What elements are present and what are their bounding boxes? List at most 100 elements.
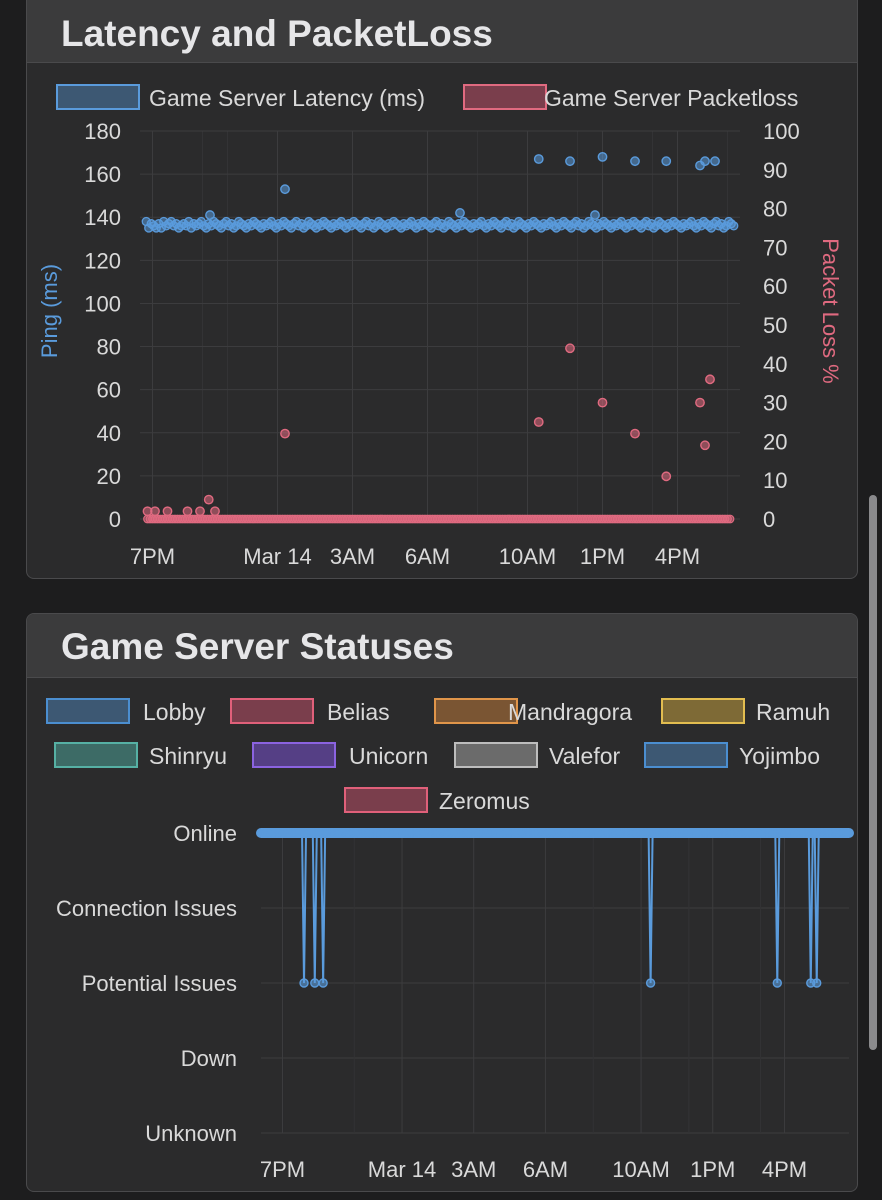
latency-point (455, 208, 465, 218)
legend-item: Game Server Latency (ms) (56, 84, 425, 111)
y-tick-label-left: 160 (84, 162, 121, 187)
x-axis: 7PM Mar 14 3AM 6AM 10AM 1PM 4PM (260, 1157, 807, 1182)
status-point (772, 978, 782, 988)
legend-label: Shinryu (149, 743, 227, 769)
x-tick-label: 10AM (612, 1157, 669, 1182)
legend-swatch (661, 698, 745, 724)
x-tick-label: 6AM (405, 544, 450, 569)
latency-point (710, 156, 720, 167)
y-tick-label-right: 80 (763, 197, 787, 222)
y-category-label: Potential Issues (82, 971, 237, 996)
y-axis-right: 0 10 20 30 40 50 60 70 80 90 100 Packet Loss % (763, 119, 843, 532)
y-axis: Online Connection Issues Potential Issues D… (56, 821, 237, 1146)
y-tick-label-left: 20 (97, 464, 121, 489)
legend-swatch (252, 742, 336, 768)
packetloss-point (162, 506, 173, 517)
y-tick-label-right: 100 (763, 119, 800, 144)
legend-item: Belias (230, 698, 390, 725)
y-axis-left: 0 20 40 60 80 100 120 140 160 180 Ping (ms) (37, 119, 121, 532)
legend-item: Game Server Packetloss (463, 84, 798, 111)
legend-swatch (46, 698, 130, 724)
latency-chart: Game Server Latency (ms) Game Server Pack… (37, 84, 843, 569)
packetloss-point (565, 343, 575, 354)
legend-label: Valefor (549, 743, 621, 769)
x-tick-label: 1PM (690, 1157, 735, 1182)
packetloss-point (725, 514, 735, 524)
y-tick-label-left: 40 (97, 421, 121, 446)
legend-label: Yojimbo (739, 743, 820, 769)
y-axis-label-left: Ping (ms) (37, 264, 62, 358)
packetloss-point (700, 440, 710, 451)
y-tick-label-left: 140 (84, 205, 121, 230)
status-point (310, 978, 320, 988)
latency-point (630, 156, 640, 167)
y-tick-label-left: 100 (84, 291, 121, 316)
y-tick-label-right: 70 (763, 235, 787, 260)
x-tick-label: 4PM (655, 544, 700, 569)
x-tick-label: 7PM (260, 1157, 305, 1182)
packetloss-point (597, 397, 608, 408)
legend-item: Mandragora (434, 698, 632, 725)
x-tick-label: 3AM (451, 1157, 496, 1182)
latency-point (205, 210, 215, 220)
latency-legend: Game Server Latency (ms) Game Server Pack… (56, 84, 798, 111)
latency-card-header: Latency and PacketLoss (27, 0, 857, 63)
statuses-card-title: Game Server Statuses (61, 626, 454, 667)
packetloss-point (182, 506, 193, 517)
packetloss-point (195, 506, 205, 517)
legend-item: Unicorn (252, 742, 428, 769)
legend-label: Game Server Packetloss (544, 85, 798, 111)
latency-point (597, 151, 608, 162)
legend-label: Ramuh (756, 699, 830, 725)
legend-label: Unicorn (349, 743, 428, 769)
packetloss-point (533, 417, 544, 427)
legend-label: Belias (327, 699, 390, 725)
status-point (645, 978, 656, 988)
legend-label: Mandragora (508, 699, 632, 725)
statuses-card-header: Game Server Statuses (27, 614, 857, 678)
y-tick-label-left: 60 (97, 378, 121, 403)
y-tick-label-right: 0 (763, 507, 775, 532)
y-tick-label-right: 10 (763, 468, 787, 493)
packetloss-point (705, 374, 715, 385)
latency-card-title: Latency and PacketLoss (61, 13, 493, 54)
x-tick-label: 1PM (580, 544, 625, 569)
legend-swatch (463, 84, 547, 110)
packetloss-point (280, 428, 290, 439)
legend-label: Zeromus (439, 788, 530, 814)
y-tick-label-right: 30 (763, 391, 787, 416)
statuses-legend: Lobby Belias Mandragora Ramuh Shinryu Unicorn… (46, 698, 830, 814)
x-tick-label: Mar 14 (368, 1157, 436, 1182)
statuses-chart: Lobby Belias Mandragora Ramuh Shinryu Unicorn… (46, 698, 854, 1182)
y-axis-label-right: Packet Loss % (818, 238, 843, 384)
packetloss-point (150, 506, 160, 517)
x-tick-label: 3AM (330, 544, 375, 569)
status-point (842, 828, 852, 838)
legend-label: Lobby (143, 699, 206, 725)
legend-item: Valefor (454, 742, 621, 769)
latency-point (729, 221, 739, 231)
y-category-label: Unknown (145, 1121, 237, 1146)
legend-swatch (434, 698, 518, 724)
packetloss-point (203, 494, 214, 505)
packetloss-point (661, 471, 672, 482)
latency-card: Latency and PacketLoss Game Server Laten… (26, 0, 858, 579)
y-tick-label-right: 90 (763, 158, 787, 183)
latency-point (661, 156, 672, 167)
status-point (318, 978, 328, 988)
legend-item: Shinryu (54, 742, 227, 769)
y-tick-label-left: 180 (84, 119, 121, 144)
y-tick-label-right: 40 (763, 352, 787, 377)
latency-series (141, 151, 739, 233)
legend-item: Lobby (46, 698, 206, 725)
latency-point (280, 184, 290, 195)
y-category-label: Connection Issues (56, 896, 237, 921)
legend-swatch (54, 742, 138, 768)
statuses-grid (261, 832, 849, 1134)
legend-swatch (644, 742, 728, 768)
scrollbar-thumb[interactable] (869, 495, 877, 1050)
x-tick-label: Mar 14 (243, 544, 311, 569)
status-point (299, 978, 309, 988)
x-tick-label: 7PM (130, 544, 175, 569)
legend-label: Game Server Latency (ms) (149, 85, 425, 111)
